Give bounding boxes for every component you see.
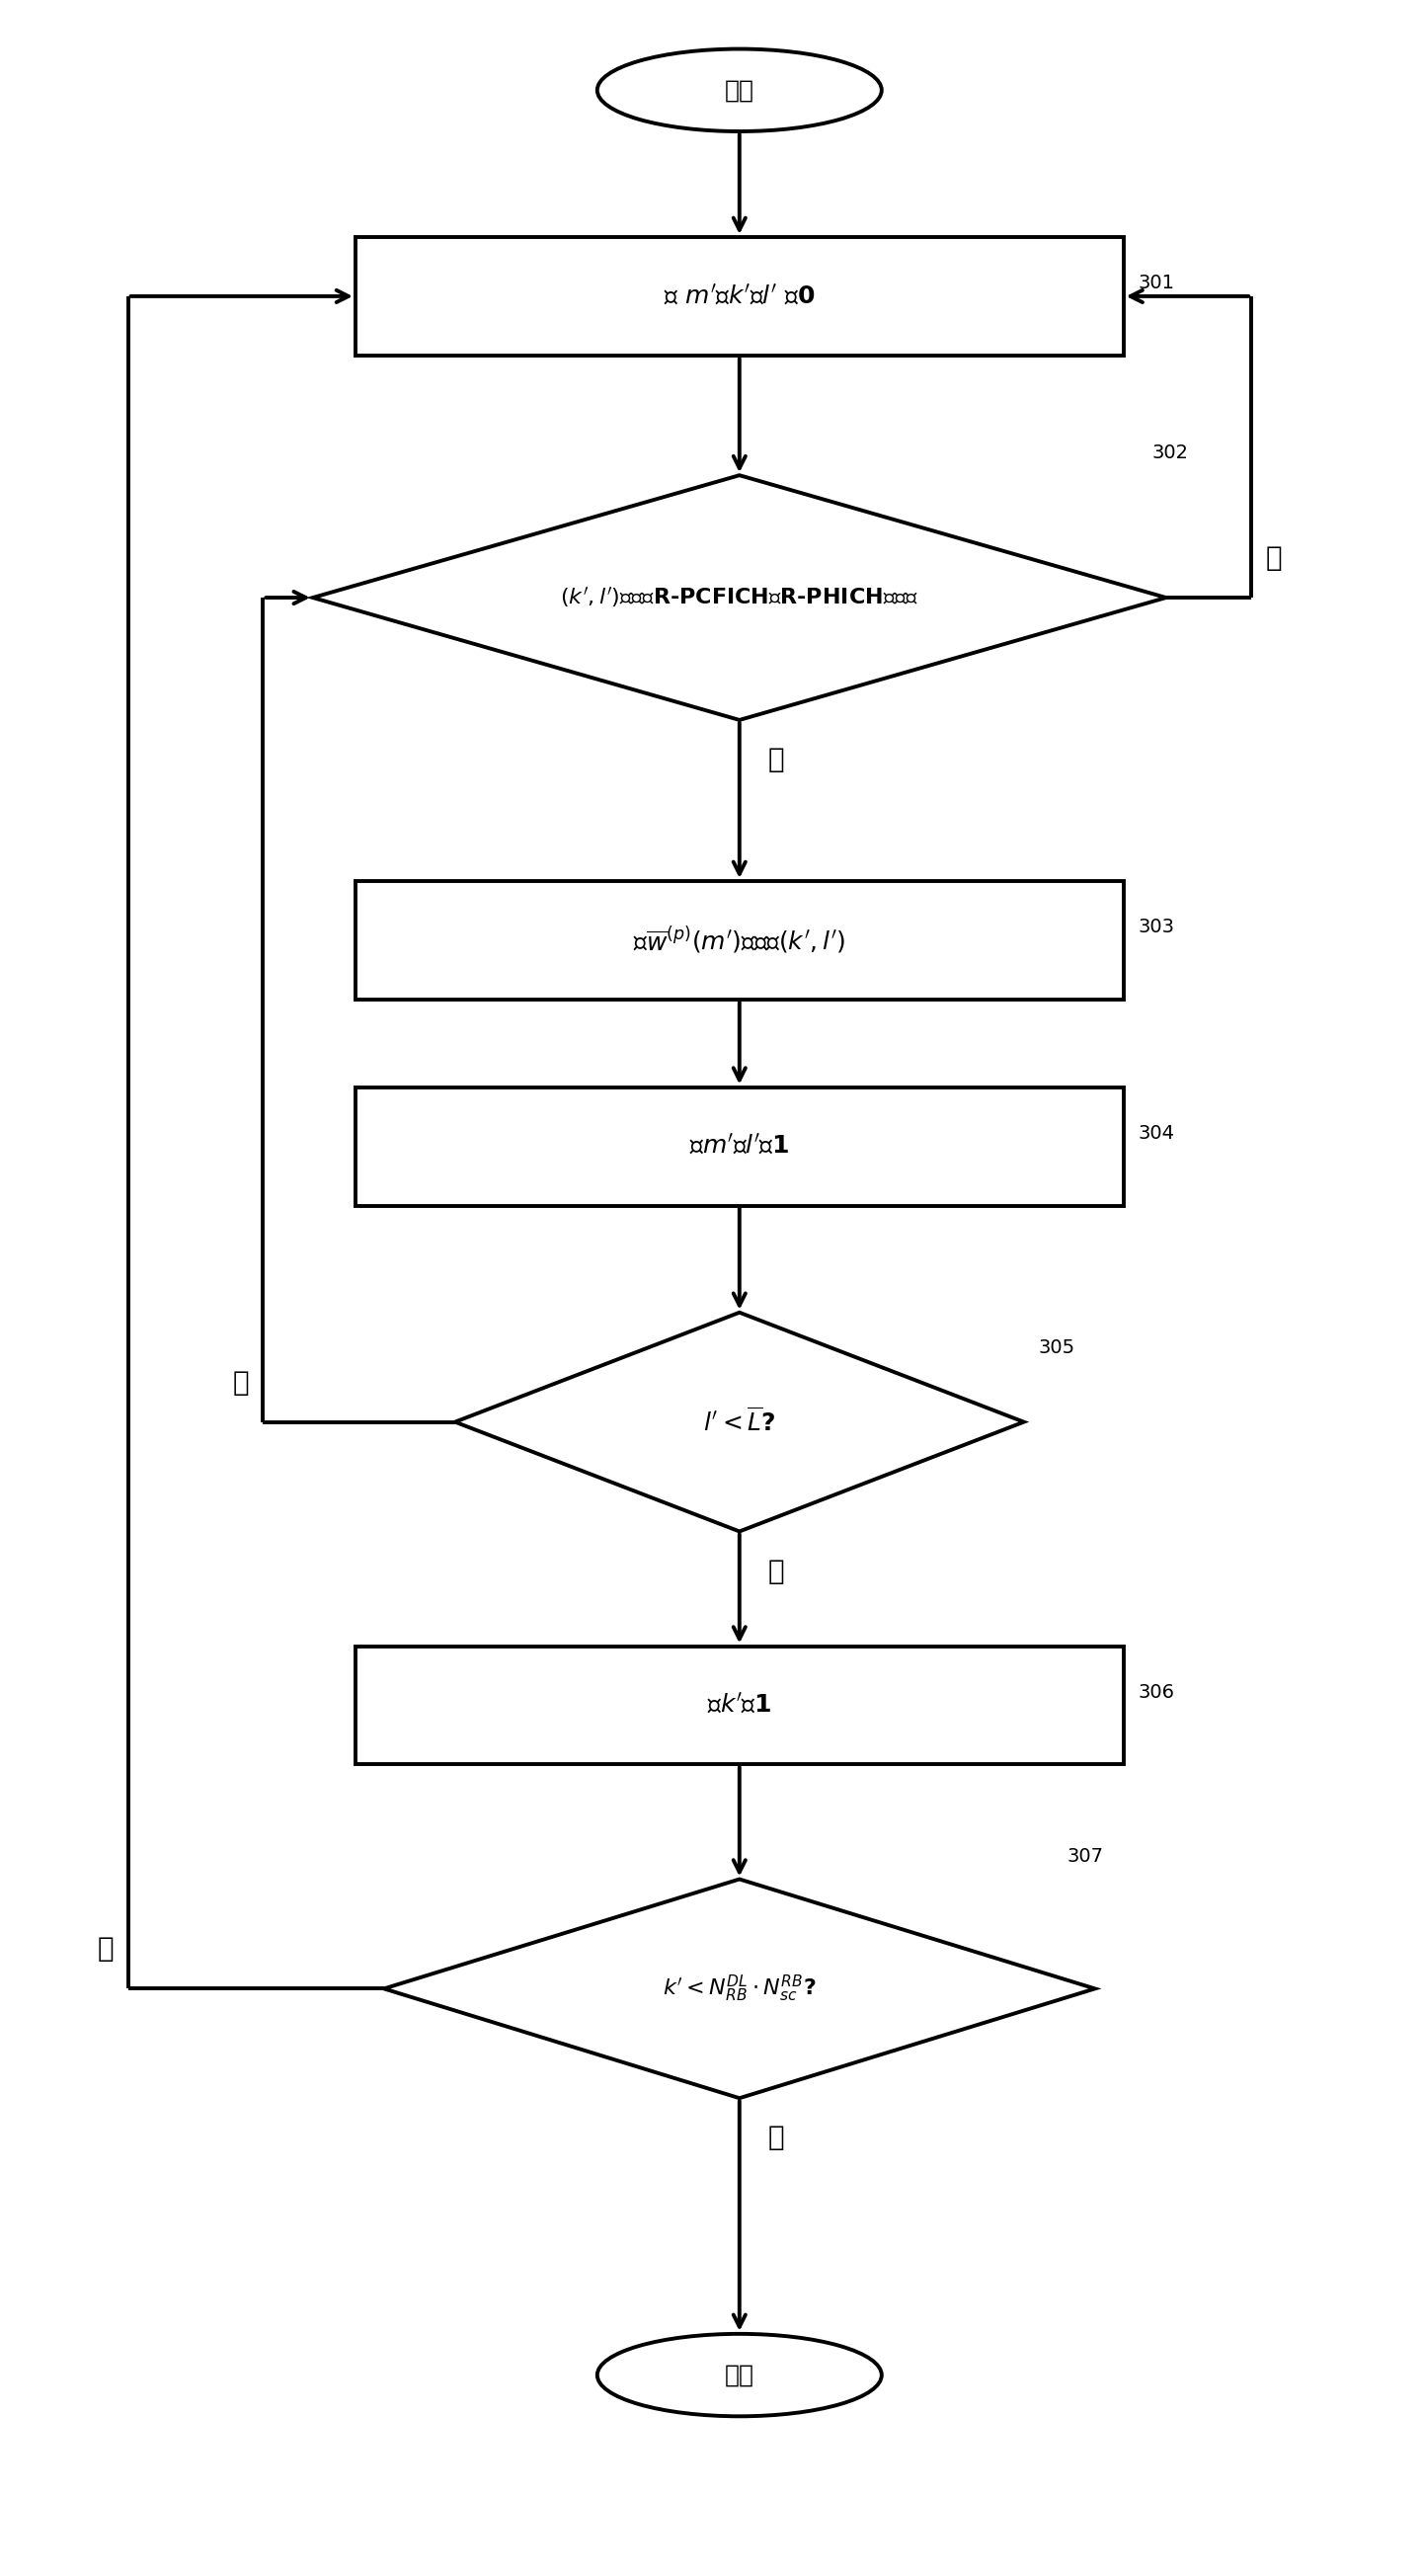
Text: 是: 是 xyxy=(97,1935,114,1963)
Text: 将$k'$加1: 将$k'$加1 xyxy=(707,1692,772,1718)
Ellipse shape xyxy=(597,2334,882,2416)
Text: 将$\overline{w}^{(p)}(m')$映射到$(k',l')$: 将$\overline{w}^{(p)}(m')$映射到$(k',l')$ xyxy=(633,925,846,956)
Text: 开始: 开始 xyxy=(725,77,754,103)
Text: 304: 304 xyxy=(1138,1123,1175,1144)
Bar xyxy=(356,881,1123,999)
Text: 307: 307 xyxy=(1066,1847,1103,1865)
Text: 是: 是 xyxy=(232,1368,249,1396)
Text: $(k',l')$是否被R-PCFICH和R-PHICH占用？: $(k',l')$是否被R-PCFICH和R-PHICH占用？ xyxy=(560,585,919,611)
Text: 否: 否 xyxy=(768,2123,785,2151)
Text: 306: 306 xyxy=(1138,1682,1175,1703)
Text: 301: 301 xyxy=(1138,273,1175,294)
Text: 结束: 结束 xyxy=(725,2362,754,2388)
Text: 将$m'$和$l'$加1: 将$m'$和$l'$加1 xyxy=(690,1133,789,1159)
Text: 303: 303 xyxy=(1138,917,1175,938)
Polygon shape xyxy=(455,1314,1024,1530)
Polygon shape xyxy=(313,474,1166,719)
Text: $k' < N_{RB}^{DL}\cdot N_{sc}^{RB}$?: $k' < N_{RB}^{DL}\cdot N_{sc}^{RB}$? xyxy=(663,1973,816,2004)
Text: 305: 305 xyxy=(1038,1340,1075,1358)
Text: 否: 否 xyxy=(768,1556,785,1584)
Text: 302: 302 xyxy=(1152,443,1189,464)
Ellipse shape xyxy=(597,49,882,131)
Polygon shape xyxy=(384,1880,1095,2097)
Bar xyxy=(356,1646,1123,1765)
Text: 是: 是 xyxy=(1266,544,1283,572)
Bar xyxy=(356,1087,1123,1206)
Text: 将 $m'$、$k'$、$l'$ 置0: 将 $m'$、$k'$、$l'$ 置0 xyxy=(664,283,815,309)
Text: 否: 否 xyxy=(768,747,785,773)
Bar xyxy=(356,237,1123,355)
Text: $l' < \overline{L}$?: $l' < \overline{L}$? xyxy=(702,1406,776,1437)
